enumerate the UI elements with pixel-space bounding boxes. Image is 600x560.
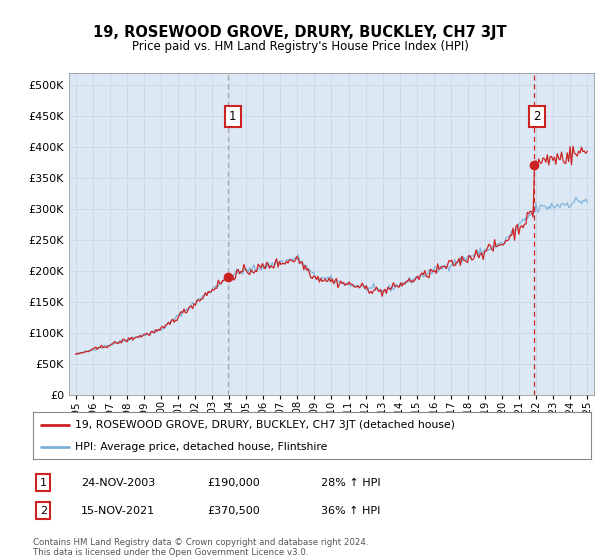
Text: 36% ↑ HPI: 36% ↑ HPI: [321, 506, 380, 516]
Text: 15-NOV-2021: 15-NOV-2021: [81, 506, 155, 516]
Text: £370,500: £370,500: [207, 506, 260, 516]
Text: 19, ROSEWOOD GROVE, DRURY, BUCKLEY, CH7 3JT: 19, ROSEWOOD GROVE, DRURY, BUCKLEY, CH7 …: [93, 25, 507, 40]
Text: 1: 1: [229, 110, 236, 123]
Text: 24-NOV-2003: 24-NOV-2003: [81, 478, 155, 488]
Text: 1: 1: [40, 478, 47, 488]
Text: 2: 2: [40, 506, 47, 516]
Text: 28% ↑ HPI: 28% ↑ HPI: [321, 478, 380, 488]
Text: 19, ROSEWOOD GROVE, DRURY, BUCKLEY, CH7 3JT (detached house): 19, ROSEWOOD GROVE, DRURY, BUCKLEY, CH7 …: [75, 420, 455, 430]
Text: 2: 2: [533, 110, 541, 123]
Text: HPI: Average price, detached house, Flintshire: HPI: Average price, detached house, Flin…: [75, 442, 327, 452]
Text: Price paid vs. HM Land Registry's House Price Index (HPI): Price paid vs. HM Land Registry's House …: [131, 40, 469, 53]
Text: Contains HM Land Registry data © Crown copyright and database right 2024.
This d: Contains HM Land Registry data © Crown c…: [33, 538, 368, 557]
Text: £190,000: £190,000: [207, 478, 260, 488]
